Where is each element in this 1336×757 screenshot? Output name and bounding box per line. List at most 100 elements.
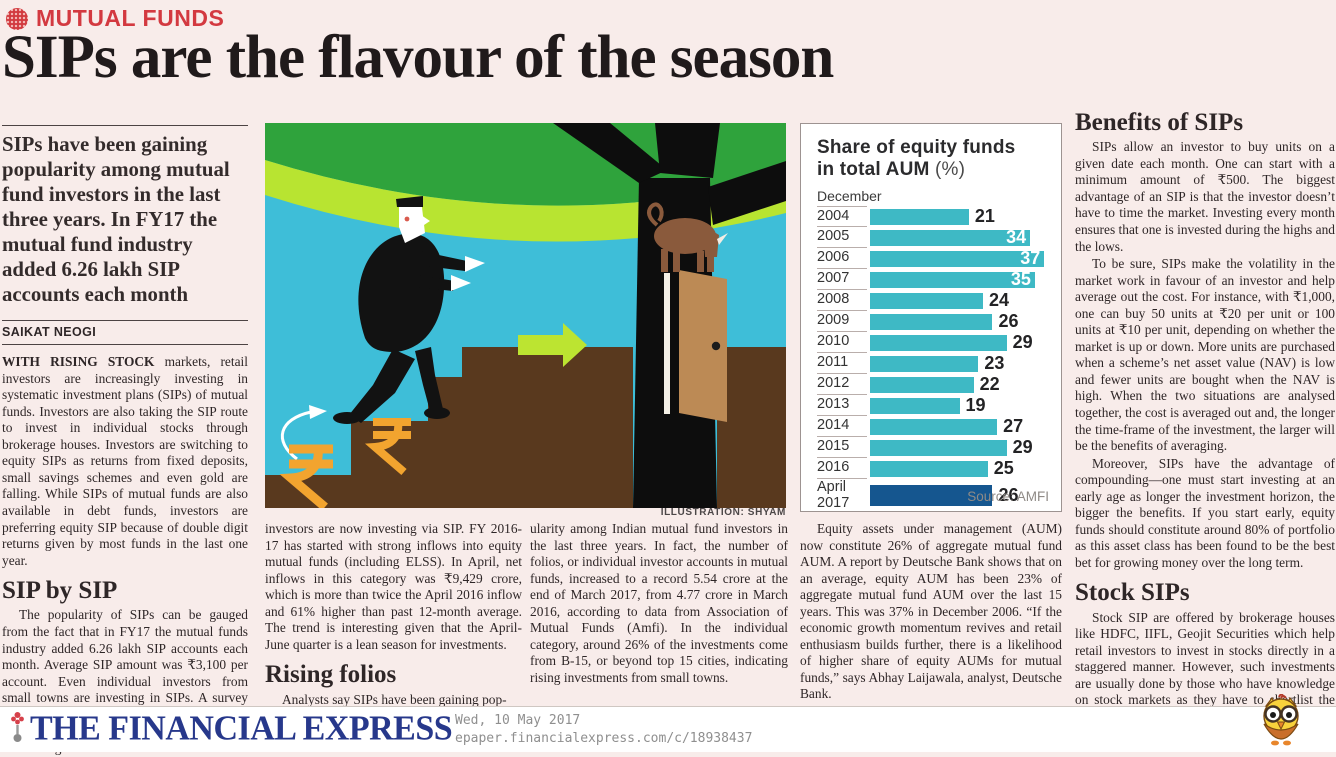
rule [2,344,248,346]
column-right: Benefits of SIPs SIPs allow an investor … [1075,109,1335,727]
chart-bar [870,292,984,309]
chart-bar [870,485,993,507]
chart-bar [870,418,998,435]
chart-bar [870,397,960,414]
chart-row: April 2017 26 [817,479,1049,512]
chart-row: 2015 29 [817,437,1049,459]
chart-value-label: 24 [989,290,1010,311]
chart-row: 2013 19 [817,395,1049,417]
chart-value-label: 34 [1006,227,1027,248]
section-heading-stock-sips: Stock SIPs [1075,579,1190,607]
footer-meta: Wed, 10 May 2017 epaper.financialexpress… [455,712,752,748]
chart-value-label: 21 [974,206,995,227]
door [664,270,727,422]
chart-title-line2: in total AUM (%) [817,159,966,181]
publisher-wordmark: THE FINANCIAL EXPRESS [30,709,453,748]
growth-arrow-icon [518,323,587,367]
chart-title: Share of equity funds in total AUM (%) [817,137,1049,181]
chart-bar: 35 [870,269,1035,290]
rule [2,319,248,321]
kicker: MUTUAL FUNDS [6,5,224,32]
chart-row: 2008 24 [817,290,1049,312]
rupee-symbols [279,418,411,508]
standfirst: SIPs have been gaining popularity among … [2,133,230,306]
chart-category-label: 2014 [817,416,867,438]
chart-value-label: 35 [1010,269,1031,290]
chart-title-line1: Share of equity funds [817,137,1016,158]
chart-category-label: 2004 [817,206,867,228]
paragraph-lead: WITH RISING STOCK markets, retail invest… [2,354,248,569]
chart-value-label: 27 [1003,416,1024,437]
chart-category-label: 2013 [817,395,867,417]
paragraph: Equity assets under management (AUM) now… [800,521,1062,702]
column-left: SIPs have been gaining popularity among … [2,125,248,757]
chart-value-label: 26 [998,485,1019,506]
chart-row: 2009 26 [817,311,1049,333]
illustration-credit: ILLUSTRATION: SHYAM [660,507,786,518]
byline: SAIKAT NEOGI [2,324,97,339]
chart-row: 2007 35 [817,269,1049,291]
chart-row: 2010 29 [817,332,1049,354]
column-three: ularity among Indian mutual fund investo… [530,521,788,687]
chart-row: 2011 23 [817,353,1049,375]
paragraph: SIPs allow an investor to buy units on a… [1075,139,1335,254]
chart-source: Source: AMFI [967,489,1049,504]
chart-category-label: 2007 [817,269,867,291]
lead-phrase: WITH RISING STOCK [2,354,155,370]
chart-value-label: 29 [1012,437,1033,458]
chart-category-label: 2015 [817,437,867,459]
chart-panel: Share of equity funds in total AUM (%) D… [800,123,1062,512]
chart-bar [870,439,1007,456]
fe-flower-mark-icon [11,712,24,742]
paragraph: Moreover, SIPs have the advantage of com… [1075,455,1335,570]
stairs [265,347,786,508]
chart-row: 2006 37 [817,248,1049,270]
kicker-label: MUTUAL FUNDS [36,5,225,31]
chart-bar: 37 [870,248,1045,268]
paragraph: ularity among Indian mutual fund investo… [530,521,788,685]
chart-row: 2014 27 [817,416,1049,438]
chart-axis-label: December [817,188,882,205]
section-heading-benefits: Benefits of SIPs [1075,109,1244,136]
chart-rows: 2004 21 2005 34 2006 37 2007 35 2008 24 2009 26 2010… [817,206,1049,512]
chart-row: 2016 25 [817,458,1049,480]
lead-rest: markets, retail investors are increasing… [2,354,248,568]
chart-value-label: 26 [998,311,1019,332]
chart-bar: 34 [870,227,1031,248]
chart-value-label: 19 [965,395,986,416]
publisher-logo[interactable]: THE FINANCIAL EXPRESS [10,709,453,748]
chart-bar [870,208,969,225]
paragraph: Analysts say SIPs have been gaining pop- [282,691,507,707]
bull [647,202,728,272]
chart-row: 2005 34 [817,227,1049,249]
chart-bar [870,376,974,393]
section-heading-sip-by-sip: SIP by SIP [2,577,118,605]
chart-bar [870,313,993,330]
epaper-url-link[interactable]: epaper.financialexpress.com/c/18938437 [455,731,753,747]
chart-row: 2004 21 [817,206,1049,228]
chart-value-label: 25 [993,458,1014,479]
dotted-circle-badge-icon [6,7,28,30]
chart-category-label: 2011 [817,353,867,375]
paragraph: To be sure, SIPs make the volatility in … [1075,256,1335,454]
chart-category-label: April 2017 [817,479,850,511]
chart-category-label: 2016 [817,458,867,480]
chart-bar [870,355,979,372]
column-two: investors are now investing via SIP. FY … [265,521,522,709]
chart-category-label: 2006 [817,248,867,270]
chart-value-label: 29 [1012,332,1033,353]
section-heading-rising-folios: Rising folios [265,661,397,689]
tree-trunk [553,123,786,508]
column-four: Equity assets under management (AUM) now… [800,521,1062,704]
chart-value-label: 22 [979,374,1000,395]
owl-mascot-icon[interactable] [1254,694,1308,746]
chart-title-unit: (%) [929,159,966,181]
rule [2,125,248,126]
chart-category-label: 2010 [817,332,867,354]
chart-category-label: 2008 [817,290,867,312]
paragraph: investors are now investing via SIP. FY … [265,521,522,652]
investor-figure [333,196,485,424]
chart-bar [870,460,988,477]
chart-bar [870,334,1007,351]
page-title: SIPs are the flavour of the season [2,24,834,91]
